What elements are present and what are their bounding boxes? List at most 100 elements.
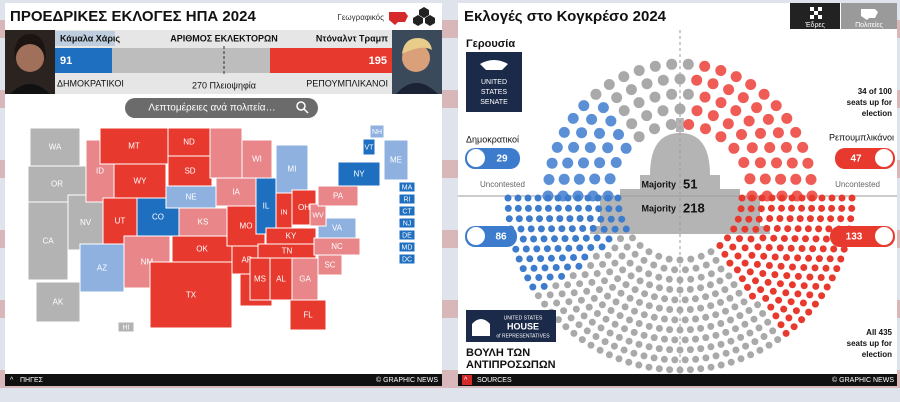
seat xyxy=(530,235,538,243)
electoral-label: ΑΡΙΘΜΟΣ ΕΚΛΕΚΤΟΡΩΝ xyxy=(170,33,277,43)
seat xyxy=(566,215,574,223)
seat xyxy=(655,273,663,281)
seat xyxy=(660,264,668,272)
search-placeholder[interactable]: Λεπτομέρειες ανά πολιτεία… xyxy=(148,102,275,114)
tab-label[interactable]: Πολιτείες xyxy=(855,21,883,29)
state[interactable] xyxy=(398,217,416,229)
credit: © GRAPHIC NEWS xyxy=(832,376,894,384)
seat xyxy=(618,252,626,260)
state[interactable] xyxy=(317,217,357,239)
seat xyxy=(745,215,753,223)
seat xyxy=(837,255,845,263)
seat xyxy=(661,295,669,303)
seat xyxy=(726,259,734,267)
state[interactable] xyxy=(398,229,416,241)
state[interactable] xyxy=(398,241,416,253)
seat xyxy=(697,324,705,332)
state[interactable] xyxy=(167,155,213,187)
seat xyxy=(567,314,575,322)
seat xyxy=(650,354,658,362)
state[interactable] xyxy=(171,235,233,263)
state[interactable] xyxy=(99,127,169,165)
seat xyxy=(791,235,799,243)
seat xyxy=(585,204,593,212)
state[interactable] xyxy=(27,201,69,281)
seat xyxy=(786,215,794,223)
seat xyxy=(798,316,806,324)
seat xyxy=(611,259,619,267)
state[interactable] xyxy=(79,243,125,293)
state[interactable] xyxy=(362,138,376,156)
seat xyxy=(616,312,624,320)
state[interactable] xyxy=(113,163,167,199)
view-label[interactable]: Γεωγραφικός xyxy=(337,13,384,22)
seat xyxy=(537,225,545,233)
seat xyxy=(774,336,782,344)
seat xyxy=(712,311,720,319)
tab[interactable] xyxy=(790,3,840,29)
seat xyxy=(771,157,782,169)
sources-link[interactable]: ΠΗΓΕΣ xyxy=(20,377,44,384)
state[interactable] xyxy=(102,197,138,245)
seat xyxy=(757,286,765,294)
seat xyxy=(682,58,694,70)
seat xyxy=(646,281,654,289)
state[interactable] xyxy=(291,257,319,301)
state[interactable] xyxy=(383,139,409,181)
seat xyxy=(671,356,679,364)
state[interactable] xyxy=(289,299,327,331)
state[interactable] xyxy=(117,321,135,333)
seat xyxy=(818,292,826,300)
state[interactable] xyxy=(398,181,416,193)
state[interactable] xyxy=(67,194,104,251)
caret[interactable]: ^ xyxy=(464,377,468,384)
seat xyxy=(611,244,619,252)
seat xyxy=(765,262,773,269)
seat xyxy=(692,264,700,272)
map-view-icon[interactable] xyxy=(389,12,408,25)
state[interactable] xyxy=(178,207,228,237)
state[interactable] xyxy=(29,127,81,167)
party-label: ΡΕΠΟΥΜΠΛΙΚΑΝΟΙ xyxy=(306,78,388,88)
state[interactable] xyxy=(149,261,233,329)
seat xyxy=(826,255,834,263)
seat xyxy=(798,194,806,202)
seat xyxy=(611,320,619,328)
sources-link[interactable]: SOURCES xyxy=(477,377,512,384)
trump-hair xyxy=(402,38,432,54)
house-note: seats up for xyxy=(847,339,892,348)
tab-icon xyxy=(810,7,822,19)
search-icon[interactable] xyxy=(296,101,306,111)
tab-label[interactable]: Έδρες xyxy=(804,22,825,29)
hex-view-icon[interactable] xyxy=(413,7,435,26)
seat xyxy=(805,254,813,262)
seat xyxy=(594,157,606,169)
seat xyxy=(552,282,560,290)
search-icon[interactable] xyxy=(303,108,309,114)
caret[interactable]: ^ xyxy=(10,377,14,384)
state[interactable] xyxy=(209,127,243,179)
seat xyxy=(631,250,639,258)
state[interactable] xyxy=(215,177,257,207)
state[interactable] xyxy=(136,197,180,237)
state[interactable] xyxy=(398,253,416,265)
seat xyxy=(817,215,824,223)
seat xyxy=(697,273,705,281)
state[interactable] xyxy=(337,161,381,187)
state-label: NE xyxy=(185,193,196,202)
seat xyxy=(573,173,585,185)
seat xyxy=(645,270,653,278)
seat xyxy=(645,302,653,310)
seat xyxy=(804,225,812,233)
search-box[interactable] xyxy=(125,98,318,118)
state[interactable] xyxy=(369,124,385,139)
seat xyxy=(682,88,694,100)
state[interactable] xyxy=(35,281,81,323)
caret-box[interactable] xyxy=(462,375,472,385)
state[interactable] xyxy=(398,205,416,217)
state[interactable] xyxy=(398,193,416,205)
state[interactable] xyxy=(275,144,309,194)
seat xyxy=(665,275,673,283)
seat xyxy=(570,289,578,297)
seat xyxy=(562,323,570,331)
